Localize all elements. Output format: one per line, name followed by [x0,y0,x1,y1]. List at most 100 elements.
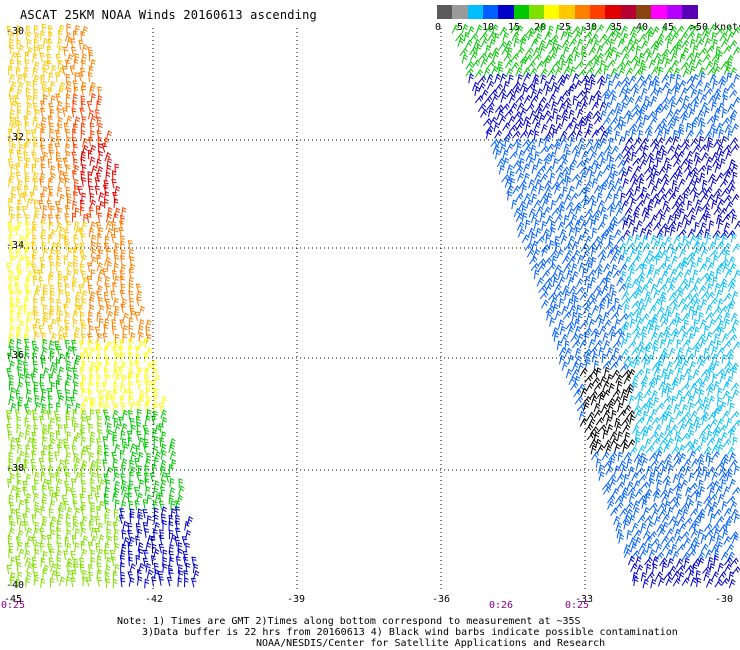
wind-barb [629,32,638,42]
wind-barb [606,226,614,236]
wind-barb [57,333,64,344]
wind-barb [660,97,670,106]
wind-barb [16,135,23,145]
wind-barb [536,236,545,245]
wind-barb [89,144,97,155]
wind-barb [630,128,637,139]
wind-barb [574,79,583,89]
wind-barb [513,37,520,48]
wind-barb [54,129,61,140]
wind-barb [730,362,739,371]
wind-barb [598,346,605,357]
wind-barb [24,542,30,553]
wind-barb [564,340,570,351]
wind-barb [506,88,515,98]
wind-barb [129,466,136,476]
wind-barb [698,381,706,391]
wind-barb [713,359,720,370]
wind-barb [493,122,500,132]
wind-barb [732,96,740,106]
wind-barb [630,197,637,208]
wind-barb [672,129,679,140]
wind-barb [568,375,576,386]
wind-barb [634,409,642,420]
wind-barb [579,367,588,377]
wind-barb [615,521,623,532]
wind-barb [602,360,612,369]
wind-barb [47,543,53,554]
wind-barb [87,171,93,181]
wind-barb [90,248,97,258]
wind-barb [704,228,711,239]
wind-barb [18,520,25,531]
wind-barb [632,500,640,510]
wind-barb [105,130,113,140]
wind-barb [680,87,689,97]
wind-barb [703,354,712,363]
wind-barb [670,151,680,161]
wind-barb [480,89,489,99]
wind-barb [707,556,714,567]
wind-barb [144,415,151,425]
wind-barb [96,577,103,587]
wind-barb [626,332,632,343]
wind-barb [664,424,672,435]
wind-barb [69,396,76,407]
wind-barb [722,213,731,223]
wind-barb [649,138,659,148]
wind-barb [74,402,81,413]
wind-barb [616,303,623,314]
wind-barb [594,163,601,173]
wind-barb [80,416,87,426]
wind-barb [693,445,702,454]
wind-barb [517,228,525,238]
wind-barb [82,569,87,580]
wind-barb [612,389,621,398]
wind-barb [25,372,31,383]
wind-barb [603,311,610,322]
wind-barb [591,178,598,188]
wind-barb [7,221,13,232]
wind-barb [112,492,118,502]
wind-barb [641,284,649,294]
wind-barb [25,388,32,399]
wind-barb [531,193,538,204]
wind-barb [110,290,116,301]
wind-barb [88,367,94,377]
wind-barb [643,506,650,517]
wind-barb [81,333,86,343]
wind-barb [571,240,579,251]
wind-barb [558,298,565,308]
wind-barb [42,338,48,349]
wind-barb [681,432,690,442]
wind-barb [578,187,587,197]
wind-barb [561,305,569,316]
wind-barb [646,268,654,278]
wind-barb [106,429,113,439]
wind-barb [7,158,14,168]
wind-barb [658,213,666,224]
wind-barb [528,256,538,265]
wind-barb [679,53,686,63]
wind-barb [6,368,12,378]
wind-barb [650,214,658,224]
wind-barb [710,346,718,356]
wind-barb [691,310,698,320]
wind-barb [114,352,121,362]
wind-barb [715,268,722,279]
wind-barb [594,263,603,273]
wind-barb [662,178,670,189]
wind-barb [177,577,183,587]
wind-barb [97,555,102,566]
wind-barb [32,74,40,85]
wind-barb [145,326,151,336]
wind-barb [500,73,507,83]
wind-barb [22,480,28,491]
wind-barb [42,478,49,488]
wind-barb [57,38,63,48]
wind-barb [666,243,674,253]
wind-barb [144,457,151,468]
wind-barb [49,149,55,159]
wind-barb [168,543,175,554]
wind-barb [128,389,134,399]
